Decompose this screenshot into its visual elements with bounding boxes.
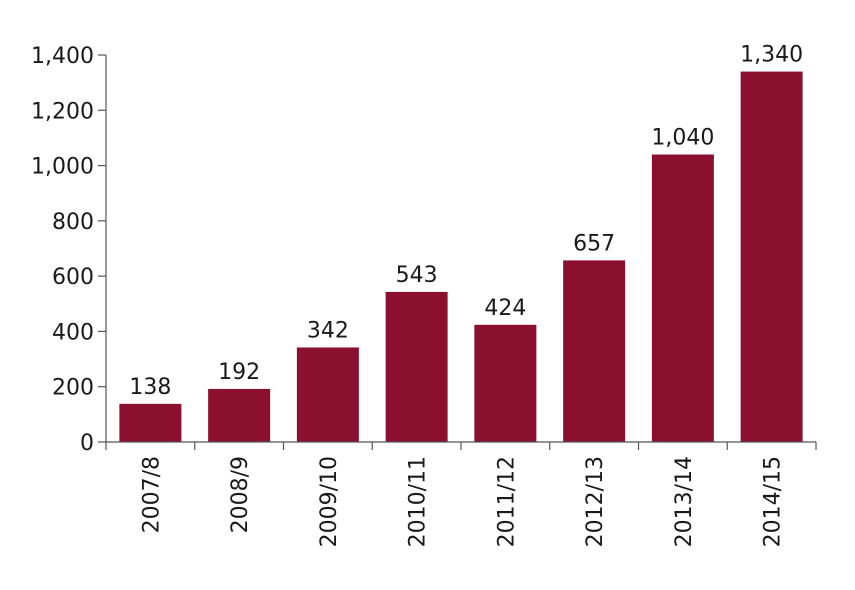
x-category-label: 2011/12 — [494, 456, 519, 547]
x-category-label: 2010/11 — [406, 456, 431, 547]
x-category-label: 2008/9 — [228, 456, 253, 533]
bar-2010-11 — [385, 291, 448, 442]
y-tick-label: 0 — [80, 431, 94, 456]
x-category-label: 2009/10 — [317, 456, 342, 547]
bar-value-label: 1,040 — [651, 126, 714, 151]
bar-value-label: 424 — [484, 296, 526, 321]
bars — [119, 71, 803, 442]
y-tick-label: 800 — [52, 210, 94, 235]
x-category-label: 2012/13 — [583, 456, 608, 547]
bar-2013-14 — [651, 154, 714, 442]
bar-value-label: 657 — [573, 231, 615, 256]
y-tick-label: 200 — [52, 376, 94, 401]
x-category-label: 2007/8 — [139, 456, 164, 533]
y-tick-label: 1,200 — [31, 99, 94, 124]
bar-2007-8 — [119, 403, 182, 442]
bar-2012-13 — [563, 260, 626, 442]
bar-2008-9 — [208, 388, 271, 442]
bar-2014-15 — [740, 71, 803, 442]
y-tick-label: 1,400 — [31, 44, 94, 69]
y-tick-label: 600 — [52, 265, 94, 290]
y-tick-label: 1,000 — [31, 155, 94, 180]
x-axis: 2007/8 2008/9 2009/10 2010/11 2011/12 2012/13… — [105, 441, 817, 547]
bar-value-label: 342 — [307, 318, 349, 343]
bar-value-label: 1,340 — [740, 43, 803, 68]
bar-value-label: 138 — [129, 375, 171, 400]
y-tick-label: 400 — [52, 320, 94, 345]
x-category-label: 2014/15 — [761, 456, 786, 547]
bar-2011-12 — [474, 324, 537, 442]
bar-value-label: 192 — [218, 360, 260, 385]
data-labels: 138 192 342 543 424 657 1,040 1,340 — [129, 43, 803, 400]
bar-2009-10 — [296, 347, 359, 442]
y-axis: 0 200 400 600 800 1,000 1,200 1,400 — [31, 44, 107, 456]
x-category-label: 2013/14 — [672, 456, 697, 547]
bar-value-label: 543 — [396, 263, 438, 288]
